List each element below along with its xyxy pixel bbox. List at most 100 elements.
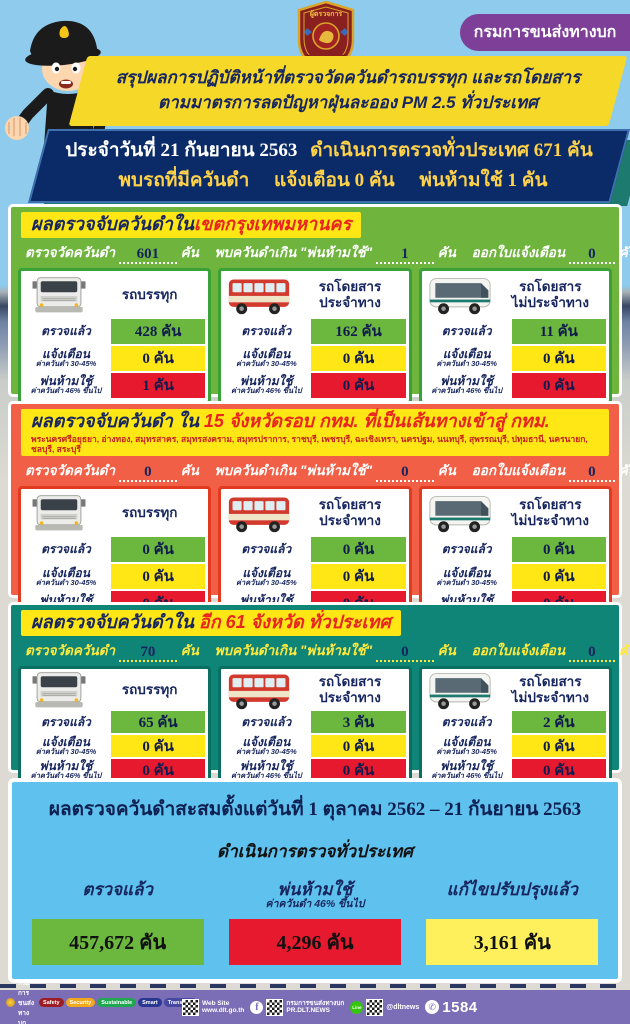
cumulative-stat-label: แก้ไขปรับปรุงแล้ว xyxy=(446,880,578,899)
footer-bar: กรมการขนส่งทางบก Safety Security Sustain… xyxy=(0,980,630,1024)
vehicle-card-header: รถโดยสาร ไม่ประจำทาง xyxy=(425,491,606,535)
checked-row: ตรวจแล้ว 65 คัน xyxy=(24,710,206,733)
footer-hotline: ✆ 1584 xyxy=(425,999,477,1016)
checked-row: ตรวจแล้ว 11 คัน xyxy=(425,318,606,344)
section-bangkok: ผลตรวจจับควันดำในเขตกรุงเทพมหานคร ตรวจวั… xyxy=(8,204,630,404)
unit-label: คัน xyxy=(180,462,199,478)
ban-row: พ่นห้ามใช้ค่าควันดำ 46% ขึ้นไป 0 คัน xyxy=(224,758,406,781)
warn-value: 0 คัน xyxy=(111,563,206,589)
ban-value: 0 คัน xyxy=(111,758,206,781)
warn-row: แจ้งเตือน ค่าควันดำ 30-45% 0 คัน xyxy=(24,345,206,371)
hotline-number: 1584 xyxy=(442,998,478,1016)
warn-row: แจ้งเตือน ค่าควันดำ 30-45% 0 คัน xyxy=(224,563,406,589)
vehicle-icon xyxy=(224,274,294,316)
cumulative-stat: ตรวจแล้ว 457,672 คัน xyxy=(24,881,211,965)
vehicle-icon xyxy=(24,274,94,316)
footer-agency-name: กรมการขนส่งทางบก xyxy=(18,979,35,1024)
measured-fill: 70 xyxy=(118,643,177,662)
section-61-provinces: ผลตรวจจับควันดำใน อีก 61 จังหวัด ทั่วประ… xyxy=(8,602,630,787)
warned-fill: 0 xyxy=(568,463,615,482)
warn-value: 0 คัน xyxy=(311,345,406,371)
vehicle-stat-card: รถบรรทุก ตรวจแล้ว 65 คัน แจ้งเตือน ค่าควั… xyxy=(18,665,212,787)
footer-pill: Transport xyxy=(163,998,198,1007)
daily-line2: พบรถที่มีควันดำ แจ้งเตือน 0 คัน พ่นห้ามใ… xyxy=(118,170,548,191)
ban-value: 0 คัน xyxy=(511,758,606,781)
warned-fill: 0 xyxy=(568,245,615,264)
unit-label: คัน xyxy=(180,244,199,260)
vehicle-stat-card: รถโดยสาร ไม่ประจำทาง ตรวจแล้ว 11 คัน แจ้… xyxy=(418,267,612,404)
checked-value: 162 คัน xyxy=(311,318,406,344)
vehicle-stat-card: รถโดยสาร ไม่ประจำทาง ตรวจแล้ว 2 คัน แจ้ง… xyxy=(418,665,612,787)
vehicle-type-label: รถโดยสาร ไม่ประจำทาง xyxy=(511,673,589,705)
checked-row: ตรวจแล้ว 2 คัน xyxy=(425,710,606,733)
vehicle-type-label: รถบรรทุก xyxy=(121,681,178,697)
unit-label: คัน xyxy=(437,642,456,658)
vehicle-card-header: รถโดยสาร ประจำทาง xyxy=(224,671,405,709)
unit-label: คัน xyxy=(618,462,630,478)
checked-row: ตรวจแล้ว 3 คัน xyxy=(224,710,406,733)
footer-pill: Security xyxy=(65,998,96,1007)
daily-line1: ประจำวันที่ 21 กันยายน 2563 ดำเนินการตรว… xyxy=(65,139,593,161)
vehicle-stat-card: รถโดยสาร ประจำทาง ตรวจแล้ว 3 คัน แจ้งเตื… xyxy=(218,665,412,787)
checked-value: 65 คัน xyxy=(111,710,206,733)
qr-code-website-icon xyxy=(182,998,199,1016)
city-bus-icon xyxy=(229,497,290,533)
truck-icon xyxy=(32,495,86,531)
website-url: www.dlt.go.th xyxy=(202,1007,245,1014)
cumulative-stat-value: 4,296 คัน xyxy=(228,919,402,965)
warn-value: 0 คัน xyxy=(111,345,206,371)
checked-row: ตรวจแล้ว 428 คัน xyxy=(24,318,206,344)
inspector-shield-emblem: ผู้ตรวจการ กรมการขนส่งทางบก xyxy=(297,0,355,74)
section-title: ผลตรวจจับควันดำ ใน 15 จังหวัดรอบ กทม. ที… xyxy=(21,409,609,456)
section-15-provinces: ผลตรวจจับควันดำ ใน 15 จังหวัดรอบ กทม. ที… xyxy=(8,401,630,622)
cumulative-stats: ตรวจแล้ว 457,672 คัน พ่นห้ามใช้ ค่าควันด… xyxy=(12,881,618,965)
section-title: ผลตรวจจับควันดำใน อีก 61 จังหวัด ทั่วประ… xyxy=(21,610,401,636)
warn-row: แจ้งเตือน ค่าควันดำ 30-45% 0 คัน xyxy=(425,734,606,757)
checked-value: 0 คัน xyxy=(111,536,206,562)
title-line1: สรุปผลการปฏิบัติหน้าที่ตรวจวัดควันดำรถบร… xyxy=(115,68,581,88)
vehicle-type-label: รถโดยสาร ประจำทาง xyxy=(318,278,382,310)
vehicle-stat-card: รถบรรทุก ตรวจแล้ว 428 คัน แจ้งเตือน ค่าคว… xyxy=(18,267,212,404)
measured-label: ตรวจวัดควันดำ xyxy=(25,462,116,478)
cumulative-stat-value: 3,161 คัน xyxy=(426,919,599,965)
phone-icon: ✆ xyxy=(425,1000,440,1014)
qr-code-line-icon xyxy=(366,998,384,1016)
warned-label: ออกใบแจ้งเตือน xyxy=(471,642,566,658)
footer-line: Line @dltnews xyxy=(350,998,419,1016)
section-title-emphasis: เขตกรุงเทพมหานคร xyxy=(193,214,352,234)
agency-badge: กรมการขนส่งทางบก xyxy=(460,14,630,51)
checked-value: 11 คัน xyxy=(511,318,606,344)
section-title-prefix: ผลตรวจจับควันดำใน xyxy=(31,214,194,234)
checked-value: 3 คัน xyxy=(311,710,406,733)
truck-icon xyxy=(32,276,86,312)
warned-label: ออกใบแจ้งเตือน xyxy=(471,462,566,478)
exceeded-fill: 0 xyxy=(375,463,434,482)
title-line2: ตามมาตรการลดปัญหาฝุ่นละออง PM 2.5 ทั่วปร… xyxy=(158,93,538,112)
warn-row: แจ้งเตือน ค่าควันดำ 30-45% 0 คัน xyxy=(425,345,606,371)
cumulative-stat: พ่นห้ามใช้ ค่าควันดำ 46% ขึ้นไป 4,296 คั… xyxy=(221,881,408,965)
vehicle-type-label: รถบรรทุก xyxy=(121,505,178,521)
footer-pill: Sustainable xyxy=(97,998,137,1007)
unit-label: คัน xyxy=(437,244,456,260)
warn-row: แจ้งเตือน ค่าควันดำ 30-45% 0 คัน xyxy=(24,563,206,589)
cumulative-results-box: ผลตรวจควันดำสะสมตั้งแต่วันที่ 1 ตุลาคม 2… xyxy=(8,778,622,983)
checked-value: 2 คัน xyxy=(511,710,606,733)
warn-value: 0 คัน xyxy=(111,734,206,757)
cumulative-subtitle: ดำเนินการตรวจทั่วประเทศ xyxy=(217,842,413,861)
ban-value: 0 คัน xyxy=(511,372,606,398)
vehicle-card-header: รถโดยสาร ไม่ประจำทาง xyxy=(425,671,606,709)
warn-row: แจ้งเตือน ค่าควันดำ 30-45% 0 คัน xyxy=(425,563,606,589)
footer-pill: Smart xyxy=(138,998,162,1007)
vehicle-cards: รถบรรทุก ตรวจแล้ว 428 คัน แจ้งเตือน ค่าคว… xyxy=(11,264,619,411)
coach-bus-icon xyxy=(429,277,491,314)
checked-row: ตรวจแล้ว 162 คัน xyxy=(224,318,406,344)
vehicle-card-header: รถโดยสาร ไม่ประจำทาง xyxy=(425,273,606,317)
warned-fill: 0 xyxy=(568,643,615,662)
section-title-prefix: ผลตรวจจับควันดำ ใน xyxy=(31,411,204,431)
checked-row: ตรวจแล้ว 0 คัน xyxy=(224,536,406,562)
vehicle-type-label: รถโดยสาร ประจำทาง xyxy=(318,497,382,528)
title-banner: สรุปผลการปฏิบัติหน้าที่ตรวจวัดควันดำรถบร… xyxy=(68,56,628,126)
city-bus-icon xyxy=(229,278,290,314)
vehicle-cards: รถบรรทุก ตรวจแล้ว 65 คัน แจ้งเตือน ค่าควั… xyxy=(11,662,619,794)
